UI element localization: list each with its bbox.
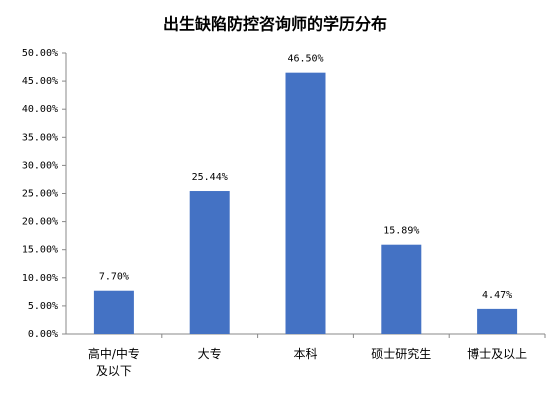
x-tick-label: 高中/中专及以下 xyxy=(87,347,140,378)
y-tick-label: 25.00% xyxy=(22,189,58,200)
y-tick-label: 35.00% xyxy=(22,132,58,143)
value-label: 25.44% xyxy=(192,172,228,183)
y-tick-label: 45.00% xyxy=(22,76,58,87)
x-tick-label: 大专 xyxy=(197,347,222,361)
value-label: 4.47% xyxy=(482,290,512,301)
y-tick-label: 40.00% xyxy=(22,104,58,115)
y-tick-label: 50.00% xyxy=(22,48,58,59)
bar xyxy=(93,290,134,334)
bar xyxy=(381,244,422,334)
y-tick-label: 20.00% xyxy=(22,217,58,228)
x-tick-label: 硕士研究生 xyxy=(371,347,432,361)
y-tick-label: 30.00% xyxy=(22,160,58,171)
y-tick-label: 0.00% xyxy=(28,329,58,340)
chart-title: 出生缺陷防控咨询师的学历分布 xyxy=(163,15,387,34)
y-tick-label: 5.00% xyxy=(28,301,58,312)
value-label: 7.70% xyxy=(99,272,129,283)
y-tick-label: 10.00% xyxy=(22,273,58,284)
x-tick-label: 本科 xyxy=(293,347,318,361)
value-label: 46.50% xyxy=(287,54,323,65)
bar xyxy=(285,72,326,335)
y-tick-label: 15.00% xyxy=(22,245,58,256)
x-tick-label: 博士及以上 xyxy=(467,347,528,361)
bar xyxy=(189,191,230,334)
bar xyxy=(477,308,518,334)
value-label: 15.89% xyxy=(383,226,419,237)
